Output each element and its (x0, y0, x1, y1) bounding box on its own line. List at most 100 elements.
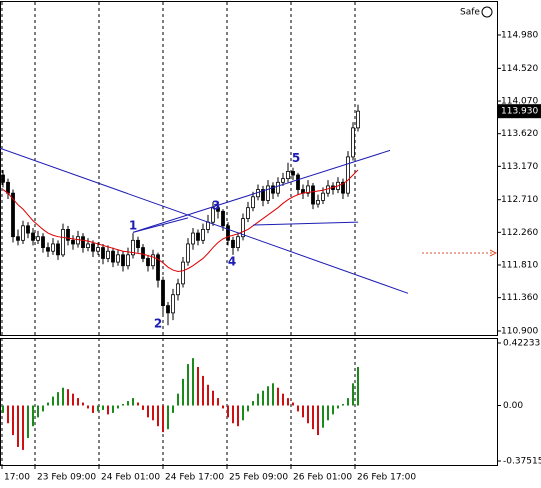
price-panel (0, 1, 498, 336)
candle-body (61, 229, 65, 256)
candle-body (26, 225, 30, 234)
candle-body (276, 181, 280, 194)
forecast-arrow (489, 249, 498, 257)
x-tick-label: 23 Feb 09:00 (37, 473, 96, 483)
candle-body (36, 236, 40, 241)
y-tick-label: 111.360 (501, 293, 538, 303)
candle-body (191, 232, 195, 245)
candle-body (226, 225, 230, 241)
candle-body (166, 305, 170, 314)
wave-label: 5 (292, 151, 300, 165)
candle-body (161, 279, 165, 307)
candle-body (356, 110, 360, 129)
candle-body (136, 239, 140, 248)
y-tick-label: 113.620 (501, 129, 538, 139)
y-tick-label: 112.260 (501, 228, 538, 238)
last-price-box (497, 104, 541, 119)
y-tick-label: 110.900 (501, 327, 538, 337)
candle-body (296, 174, 300, 190)
candle-body (246, 207, 250, 219)
candle-body (196, 232, 200, 241)
candle-body (46, 247, 50, 252)
candle-body (116, 254, 120, 263)
candle-body (211, 207, 215, 223)
candle-body (141, 247, 145, 259)
candle-body (151, 254, 155, 267)
candle-body (316, 200, 320, 205)
candle-body (231, 239, 235, 248)
y-tick-label: 114.070 (501, 97, 538, 107)
candle-body (121, 254, 125, 267)
trendline (0, 147, 409, 294)
candle-body (216, 207, 220, 212)
x-tick-label: 17:00 (4, 473, 30, 483)
y-tick-label: 0.00 (503, 401, 523, 411)
y-tick-label: 112.710 (501, 195, 538, 205)
candle-body (11, 192, 15, 238)
y-tick-label: 114.980 (501, 31, 538, 41)
candle-body (311, 185, 315, 205)
x-tick-label: 25 Feb 09:00 (229, 473, 288, 483)
candle-body (221, 210, 225, 227)
candle-body (131, 239, 135, 256)
smiley-icon (481, 6, 493, 18)
y-tick-label: -0.37515 (503, 457, 541, 467)
candle-body (241, 218, 245, 238)
candle-body (181, 261, 185, 285)
oscillator-panel (0, 338, 498, 466)
x-tick-label: 26 Feb 17:00 (357, 473, 416, 483)
candle-body (56, 243, 60, 256)
candle-body (251, 196, 255, 209)
candle-body (21, 225, 25, 241)
candle-body (6, 181, 10, 194)
candle-body (41, 236, 45, 248)
candle-body (321, 192, 325, 201)
candle-body (261, 189, 265, 201)
candle-body (126, 254, 130, 267)
candle-body (71, 239, 75, 245)
candle-body (96, 247, 100, 252)
candle-body (86, 243, 90, 248)
candle-body (81, 236, 85, 248)
moving-average-line (2, 169, 359, 273)
candle-body (306, 185, 310, 194)
candle-body (1, 174, 5, 183)
candle-body (281, 178, 285, 183)
trendline (252, 221, 359, 226)
candle-body (146, 258, 150, 267)
y-tick-label: 0.42233 (503, 338, 540, 348)
candle-body (31, 232, 35, 241)
candle-body (111, 250, 115, 263)
candle-body (346, 156, 350, 194)
candle-body (91, 243, 95, 252)
candle-body (186, 243, 190, 263)
candle-body (51, 243, 55, 252)
candle-body (341, 181, 345, 194)
candle-body (106, 250, 110, 259)
wave-label: 3 (212, 199, 220, 213)
candle-body (66, 229, 70, 241)
y-tick-label: 111.810 (501, 260, 538, 270)
candle-body (286, 171, 290, 180)
trendline (132, 217, 189, 233)
trendline (132, 149, 391, 233)
last-price-label: 113.930 (501, 107, 538, 117)
wave-label: 2 (154, 316, 162, 330)
candle-body (171, 294, 175, 314)
x-tick-label: 26 Feb 01:00 (293, 473, 352, 483)
candle-body (291, 171, 295, 176)
x-tick-label: 24 Feb 17:00 (165, 473, 224, 483)
candle-body (156, 254, 160, 281)
y-tick-label: 113.170 (501, 162, 538, 172)
candle-body (271, 185, 275, 194)
x-tick-label: 24 Feb 01:00 (101, 473, 160, 483)
candle-body (201, 229, 205, 241)
candle-body (351, 127, 355, 158)
wave-label: 1 (129, 218, 137, 232)
corner-label: Safe (460, 8, 480, 18)
wave-label: 4 (228, 255, 236, 269)
y-tick-label: 114.520 (501, 64, 538, 74)
candle-body (176, 283, 180, 296)
candle-body (101, 247, 105, 259)
